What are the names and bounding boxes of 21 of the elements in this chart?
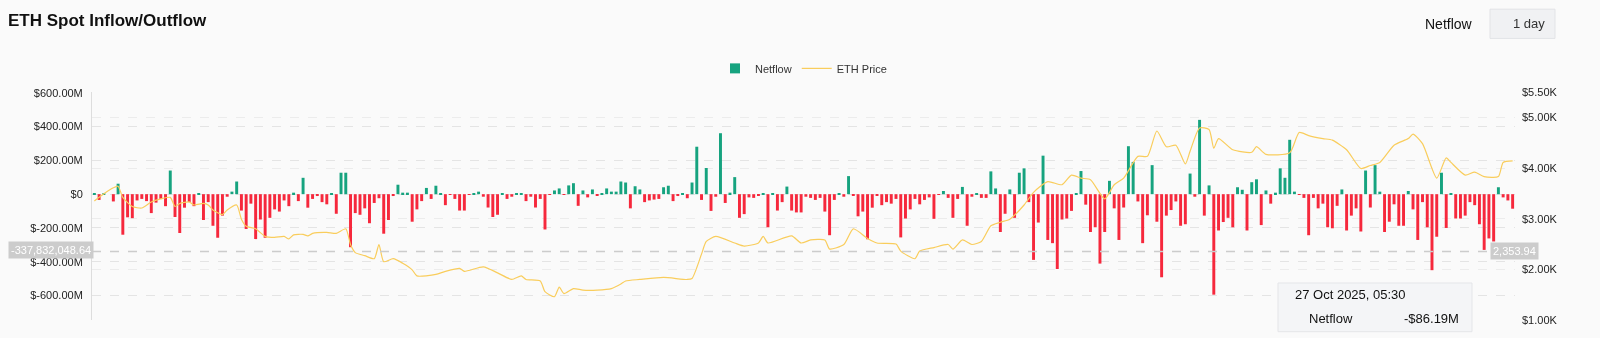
y2-tick-label: $4.00K — [1522, 161, 1558, 174]
y-tick-label: $-200.00M — [30, 221, 83, 234]
y-tick-label: $200.00M — [33, 154, 83, 167]
y2-tick-label: $5.50K — [1522, 85, 1558, 98]
y2-tick-label: $1.00K — [1522, 313, 1558, 326]
y-tick-label: $600.00M — [33, 86, 83, 99]
y-tick-label: $400.00M — [33, 120, 83, 133]
y-tick-label: $-400.00M — [30, 255, 83, 268]
legend-label: ETH Price — [836, 62, 887, 75]
annotation: -$86.19M — [1404, 311, 1459, 326]
text: Netflow — [1425, 16, 1473, 32]
annotation: 27 Oct 2025, 05:30 — [1295, 287, 1406, 302]
legend-label: Netflow — [755, 62, 792, 75]
y2-tick-label: $5.00K — [1522, 111, 1558, 124]
y2-tick-label: $3.00K — [1522, 212, 1558, 225]
y2-tick-label: $2.00K — [1522, 263, 1558, 276]
y-tick-label: $-600.00M — [30, 289, 83, 302]
y-tick-label: $0 — [70, 188, 83, 201]
text: 1 day — [1513, 16, 1546, 31]
annotation: Netflow — [1309, 311, 1353, 326]
chart-title: ETH Spot Inflow/Outflow — [8, 10, 208, 30]
